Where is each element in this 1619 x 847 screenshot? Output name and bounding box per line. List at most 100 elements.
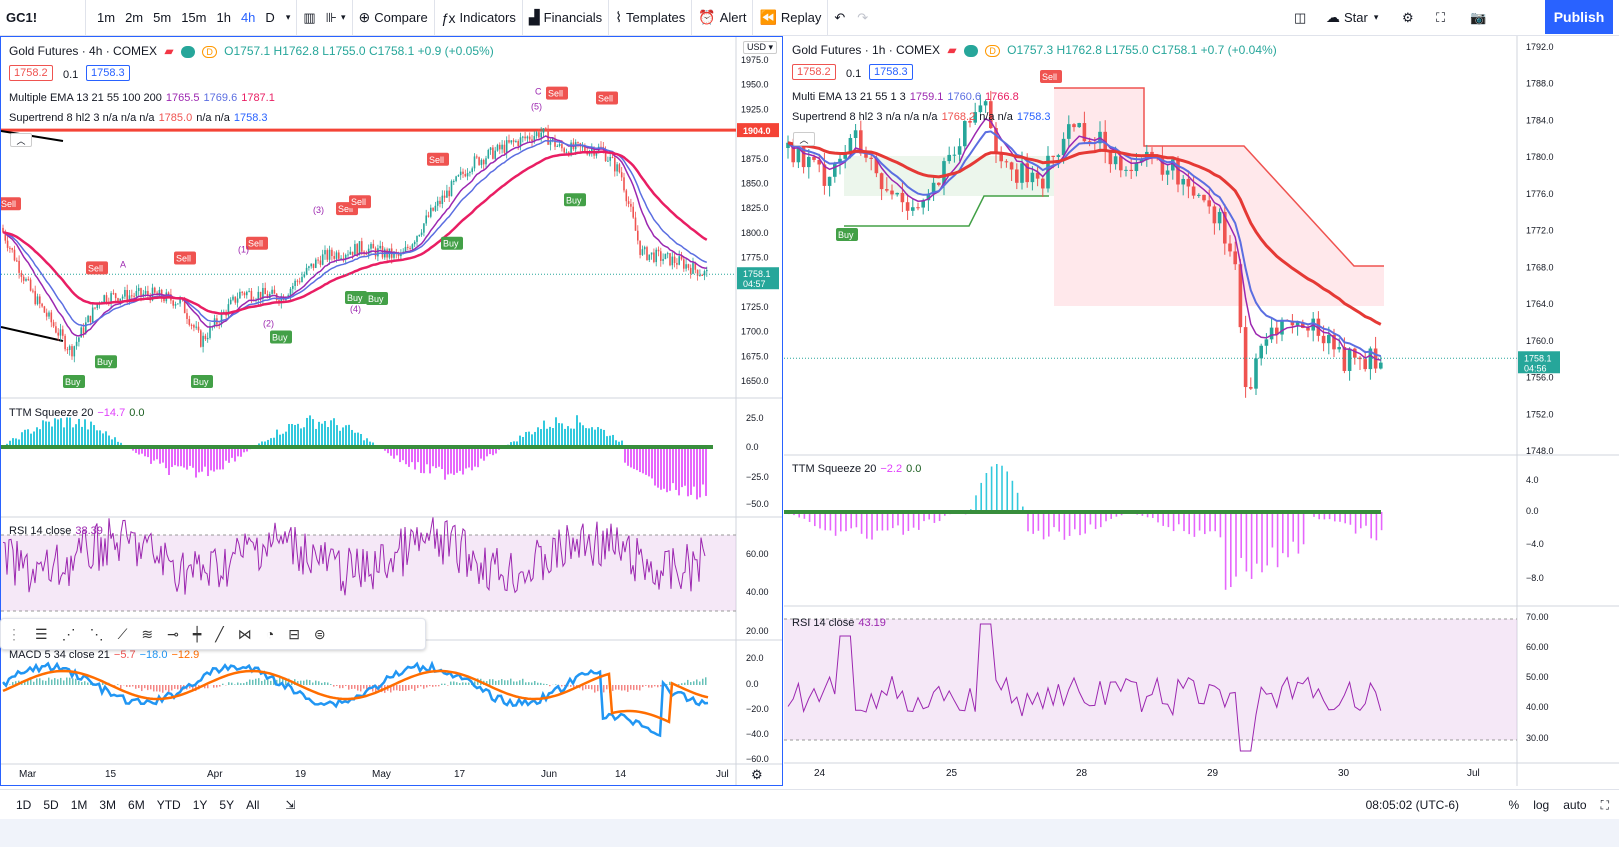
- symbol-search[interactable]: GC1!: [0, 0, 86, 36]
- range-1d[interactable]: 1D: [16, 797, 32, 812]
- range-ytd[interactable]: YTD: [156, 797, 181, 812]
- spiral-icon[interactable]: ◔: [265, 626, 275, 642]
- range-all[interactable]: All: [246, 797, 260, 812]
- candle-body: [80, 327, 82, 338]
- candle-body: [142, 293, 145, 296]
- ttm-bar: [561, 423, 563, 447]
- axis-settings-button[interactable]: ⚙: [751, 767, 763, 783]
- market-status-dot: [963, 44, 978, 57]
- chevron-down-icon[interactable]: ▾: [285, 12, 291, 22]
- supertrend-legend[interactable]: Supertrend 8 hl2 3 n/a n/a n/a 1768.2 n/a …: [792, 111, 1055, 123]
- goto-date-icon[interactable]: ⇲: [285, 797, 296, 812]
- candle-body: [206, 337, 209, 340]
- replay-button[interactable]: ⏪ Replay: [753, 0, 829, 36]
- rsi-legend[interactable]: RSI 14 close 43.19: [792, 617, 890, 629]
- left-chart-panel[interactable]: 1975.01950.01925.01900.01875.01850.01825…: [0, 36, 783, 786]
- log-toggle[interactable]: log: [1533, 798, 1550, 812]
- range-1m[interactable]: 1M: [70, 797, 88, 812]
- trendline-icon[interactable]: ⟋: [117, 625, 128, 642]
- macd-hist-bar: [423, 685, 425, 689]
- fib-icon[interactable]: ≋: [141, 625, 154, 642]
- candles-tool-icon[interactable]: ┿: [192, 625, 202, 642]
- chart-type-button[interactable]: ▥ ⊪ ▾: [297, 0, 353, 36]
- ttm-bar: [693, 447, 695, 487]
- fit-icon[interactable]: ⛶: [1600, 798, 1609, 812]
- timeframe-D[interactable]: D: [265, 10, 275, 25]
- line-tool-icon[interactable]: ╱: [215, 625, 224, 642]
- wave-icon[interactable]: ⋰: [61, 625, 76, 642]
- right-chart-panel[interactable]: 1792.0 1788.0 1784.0 1780.0 1776.0 1772.0 1768…: [784, 36, 1619, 786]
- ttm-legend[interactable]: TTM Squeeze 20 −14.7 0.0: [9, 407, 149, 419]
- percent-toggle[interactable]: %: [1508, 798, 1520, 812]
- ttm-bar: [525, 431, 527, 447]
- currency-button[interactable]: USD ▾: [743, 41, 778, 54]
- timeframe-15m[interactable]: 15m: [181, 10, 207, 25]
- rsi-legend[interactable]: RSI 14 close 38.39: [9, 525, 107, 537]
- range-3m[interactable]: 3M: [99, 797, 117, 812]
- indicators-button[interactable]: ƒx Indicators: [435, 0, 523, 36]
- undo-button[interactable]: ↶: [828, 0, 851, 36]
- timeframe-1m[interactable]: 1m: [97, 10, 116, 25]
- right-chart-canvas[interactable]: 1792.0 1788.0 1784.0 1780.0 1776.0 1772.0 1768…: [784, 36, 1619, 786]
- snapshot-button[interactable]: 📷: [1464, 0, 1492, 36]
- ruler-icon[interactable]: ⊟: [288, 625, 300, 642]
- macd-hist-bar: [393, 685, 395, 691]
- macd-hist-bar: [534, 681, 536, 685]
- compare-button[interactable]: ⊕ Compare: [353, 0, 435, 36]
- alert-button[interactable]: ⏰ Alert: [692, 0, 754, 36]
- financials-button[interactable]: ▟ Financials: [523, 0, 610, 36]
- range-5y[interactable]: 5Y: [219, 797, 235, 812]
- abc-pattern-icon[interactable]: ⋱: [89, 625, 104, 642]
- candle-body: [280, 296, 283, 303]
- range-5d[interactable]: 5D: [43, 797, 59, 812]
- layout-button[interactable]: ◫: [1288, 0, 1312, 36]
- timeframe-1h[interactable]: 1h: [216, 10, 231, 25]
- settings-button[interactable]: ⚙: [1396, 0, 1420, 36]
- candle-body: [471, 168, 473, 172]
- ttm-bar: [892, 512, 894, 529]
- publish-button[interactable]: Publish: [1545, 0, 1613, 34]
- candle-body: [137, 288, 140, 291]
- ttm-bar: [285, 431, 287, 447]
- macd-legend[interactable]: MACD 5 34 close 21 −5.7 −18.0 −12.9: [9, 649, 203, 661]
- buy-price-box[interactable]: 1758.3: [86, 65, 130, 81]
- candle-body: [487, 149, 490, 159]
- ema-legend[interactable]: Multiple EMA 13 21 55 100 200 1765.5 1769.…: [9, 92, 279, 104]
- supertrend-legend[interactable]: Supertrend 8 hl2 3 n/a n/a n/a 1785.0 n/a …: [9, 112, 272, 124]
- bars-icon: ⊪: [325, 9, 337, 25]
- macd-hist-bar: [588, 685, 590, 689]
- range-1y[interactable]: 1Y: [192, 797, 208, 812]
- auto-toggle[interactable]: auto: [1563, 798, 1587, 812]
- horizontal-lines-icon[interactable]: ☰: [35, 625, 48, 642]
- star-button[interactable]: ☁ Star ▾: [1320, 0, 1384, 36]
- ttm-legend[interactable]: TTM Squeeze 20 −2.2 0.0: [792, 463, 925, 475]
- fullscreen-button[interactable]: ⛶: [1430, 0, 1451, 36]
- spread-value: 0.1: [63, 69, 79, 81]
- drag-handle-icon[interactable]: ⋮: [7, 625, 21, 642]
- macd-hist-bar: [207, 685, 209, 689]
- buy-price-box[interactable]: 1758.3: [869, 64, 913, 80]
- pattern-icon[interactable]: ⋈: [237, 625, 252, 642]
- macd-hist-bar: [297, 681, 299, 685]
- collapse-legend-button[interactable]: ︿: [793, 132, 815, 146]
- templates-button[interactable]: ⌇ Templates: [609, 0, 693, 36]
- redo-button[interactable]: ↷: [851, 0, 874, 36]
- collapse-legend-button[interactable]: ︿: [10, 133, 32, 147]
- rsi-tick: 70.00: [1526, 612, 1549, 622]
- left-chart-canvas[interactable]: 1975.01950.01925.01900.01875.01850.01825…: [1, 37, 783, 786]
- ema-legend[interactable]: Multi EMA 13 21 55 1 3 1759.1 1760.6 1766.8: [792, 91, 1023, 103]
- date-tick: 25: [946, 768, 958, 779]
- clock[interactable]: 08:05:02 (UTC-6): [1365, 798, 1459, 812]
- sell-price-box[interactable]: 1758.2: [9, 65, 53, 81]
- buy-signal-label: Buy: [566, 195, 582, 205]
- settings-lines-icon[interactable]: ⊜: [313, 625, 326, 642]
- ttm-bar: [81, 426, 83, 447]
- timeframe-2m[interactable]: 2m: [125, 10, 144, 25]
- ray-icon[interactable]: ⊸: [167, 625, 179, 642]
- rsi-value: 43.19: [858, 617, 886, 629]
- timeframe-5m[interactable]: 5m: [153, 10, 172, 25]
- timeframe-4h[interactable]: 4h: [240, 10, 256, 25]
- sell-price-box[interactable]: 1758.2: [792, 64, 836, 80]
- ttm-bar: [918, 512, 920, 530]
- range-6m[interactable]: 6M: [128, 797, 145, 812]
